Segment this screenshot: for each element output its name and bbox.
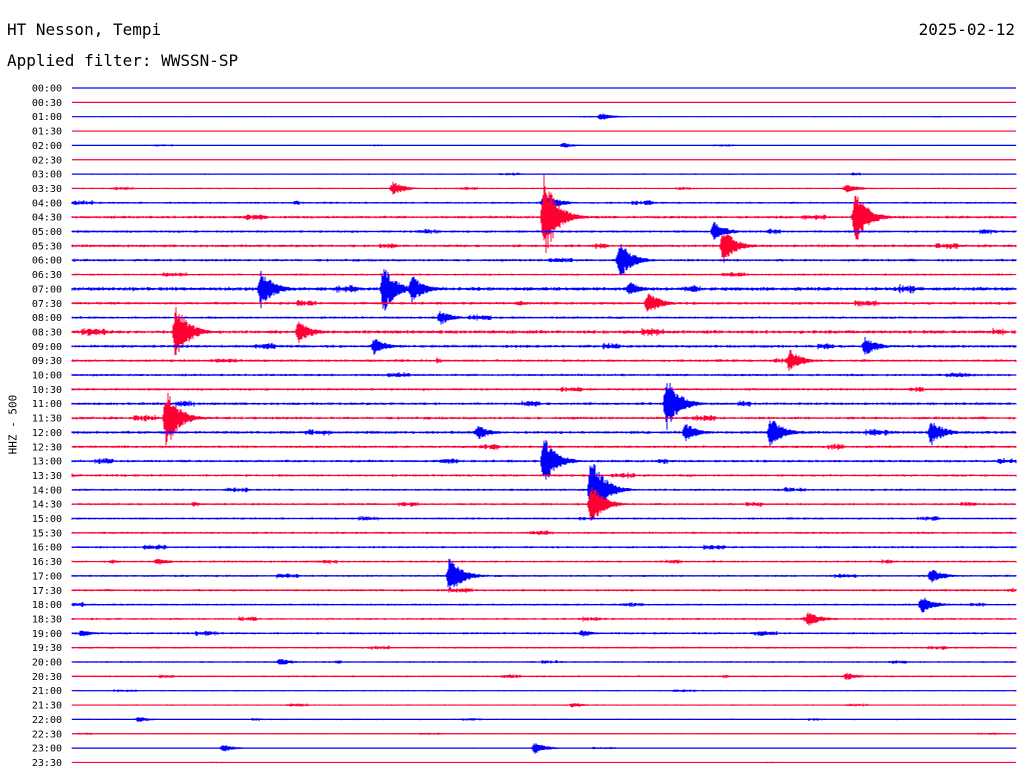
time-label-2330: 23:30 <box>32 758 62 769</box>
time-label-1730: 17:30 <box>32 586 62 597</box>
date-label: 2025-02-12 <box>918 20 1015 39</box>
time-label-2300: 23:00 <box>32 744 62 755</box>
time-label-0130: 01:30 <box>32 127 62 138</box>
time-label-2130: 21:30 <box>32 701 62 712</box>
time-label-0030: 00:30 <box>32 98 62 109</box>
time-label-0400: 04:00 <box>32 198 62 209</box>
time-label-0530: 05:30 <box>32 241 62 252</box>
time-label-2100: 21:00 <box>32 686 62 697</box>
time-label-1130: 11:30 <box>32 414 62 425</box>
time-label-0200: 02:00 <box>32 141 62 152</box>
time-label-2000: 20:00 <box>32 658 62 669</box>
time-label-1930: 19:30 <box>32 643 62 654</box>
trace-1100 <box>71 383 1017 430</box>
time-label-0900: 09:00 <box>32 342 62 353</box>
trace-1130 <box>71 392 1017 446</box>
trace-1300 <box>71 440 1017 480</box>
time-label-0430: 04:30 <box>32 213 62 224</box>
time-label-0300: 03:00 <box>32 170 62 181</box>
time-label-1900: 19:00 <box>32 629 62 640</box>
time-label-1430: 14:30 <box>32 500 62 511</box>
time-label-0000: 00:00 <box>32 84 62 95</box>
time-label-0730: 07:30 <box>32 299 62 310</box>
time-label-0830: 08:30 <box>32 327 62 338</box>
time-label-0600: 06:00 <box>32 256 62 267</box>
trace-0730 <box>71 293 1017 312</box>
time-label-1100: 11:00 <box>32 399 62 410</box>
time-label-1600: 16:00 <box>32 543 62 554</box>
time-label-0100: 01:00 <box>32 112 62 123</box>
time-label-0330: 03:30 <box>32 184 62 195</box>
time-label-1000: 10:00 <box>32 371 62 382</box>
time-label-1630: 16:30 <box>32 557 62 568</box>
time-label-2030: 20:30 <box>32 672 62 683</box>
time-label-0630: 06:30 <box>32 270 62 281</box>
filter-label: Applied filter: WWSSN-SP <box>7 51 239 70</box>
time-label-0700: 07:00 <box>32 284 62 295</box>
time-label-1500: 15:00 <box>32 514 62 525</box>
time-label-1830: 18:30 <box>32 614 62 625</box>
time-label-1800: 18:00 <box>32 600 62 611</box>
time-label-2200: 22:00 <box>32 715 62 726</box>
trace-1700 <box>71 558 1017 590</box>
time-label-0230: 02:30 <box>32 155 62 166</box>
time-label-0800: 08:00 <box>32 313 62 324</box>
time-label-1400: 14:00 <box>32 485 62 496</box>
time-label-0930: 09:30 <box>32 356 62 367</box>
time-label-1230: 12:30 <box>32 442 62 453</box>
time-label-1200: 12:00 <box>32 428 62 439</box>
time-label-2230: 22:30 <box>32 729 62 740</box>
time-label-0500: 05:00 <box>32 227 62 238</box>
trace-0430 <box>71 174 1017 253</box>
station-title: HT Nesson, Tempi <box>7 20 162 39</box>
time-label-1300: 13:00 <box>32 457 62 468</box>
time-label-1530: 15:30 <box>32 528 62 539</box>
time-label-1330: 13:30 <box>32 471 62 482</box>
time-label-1700: 17:00 <box>32 571 62 582</box>
time-label-1030: 10:30 <box>32 385 62 396</box>
